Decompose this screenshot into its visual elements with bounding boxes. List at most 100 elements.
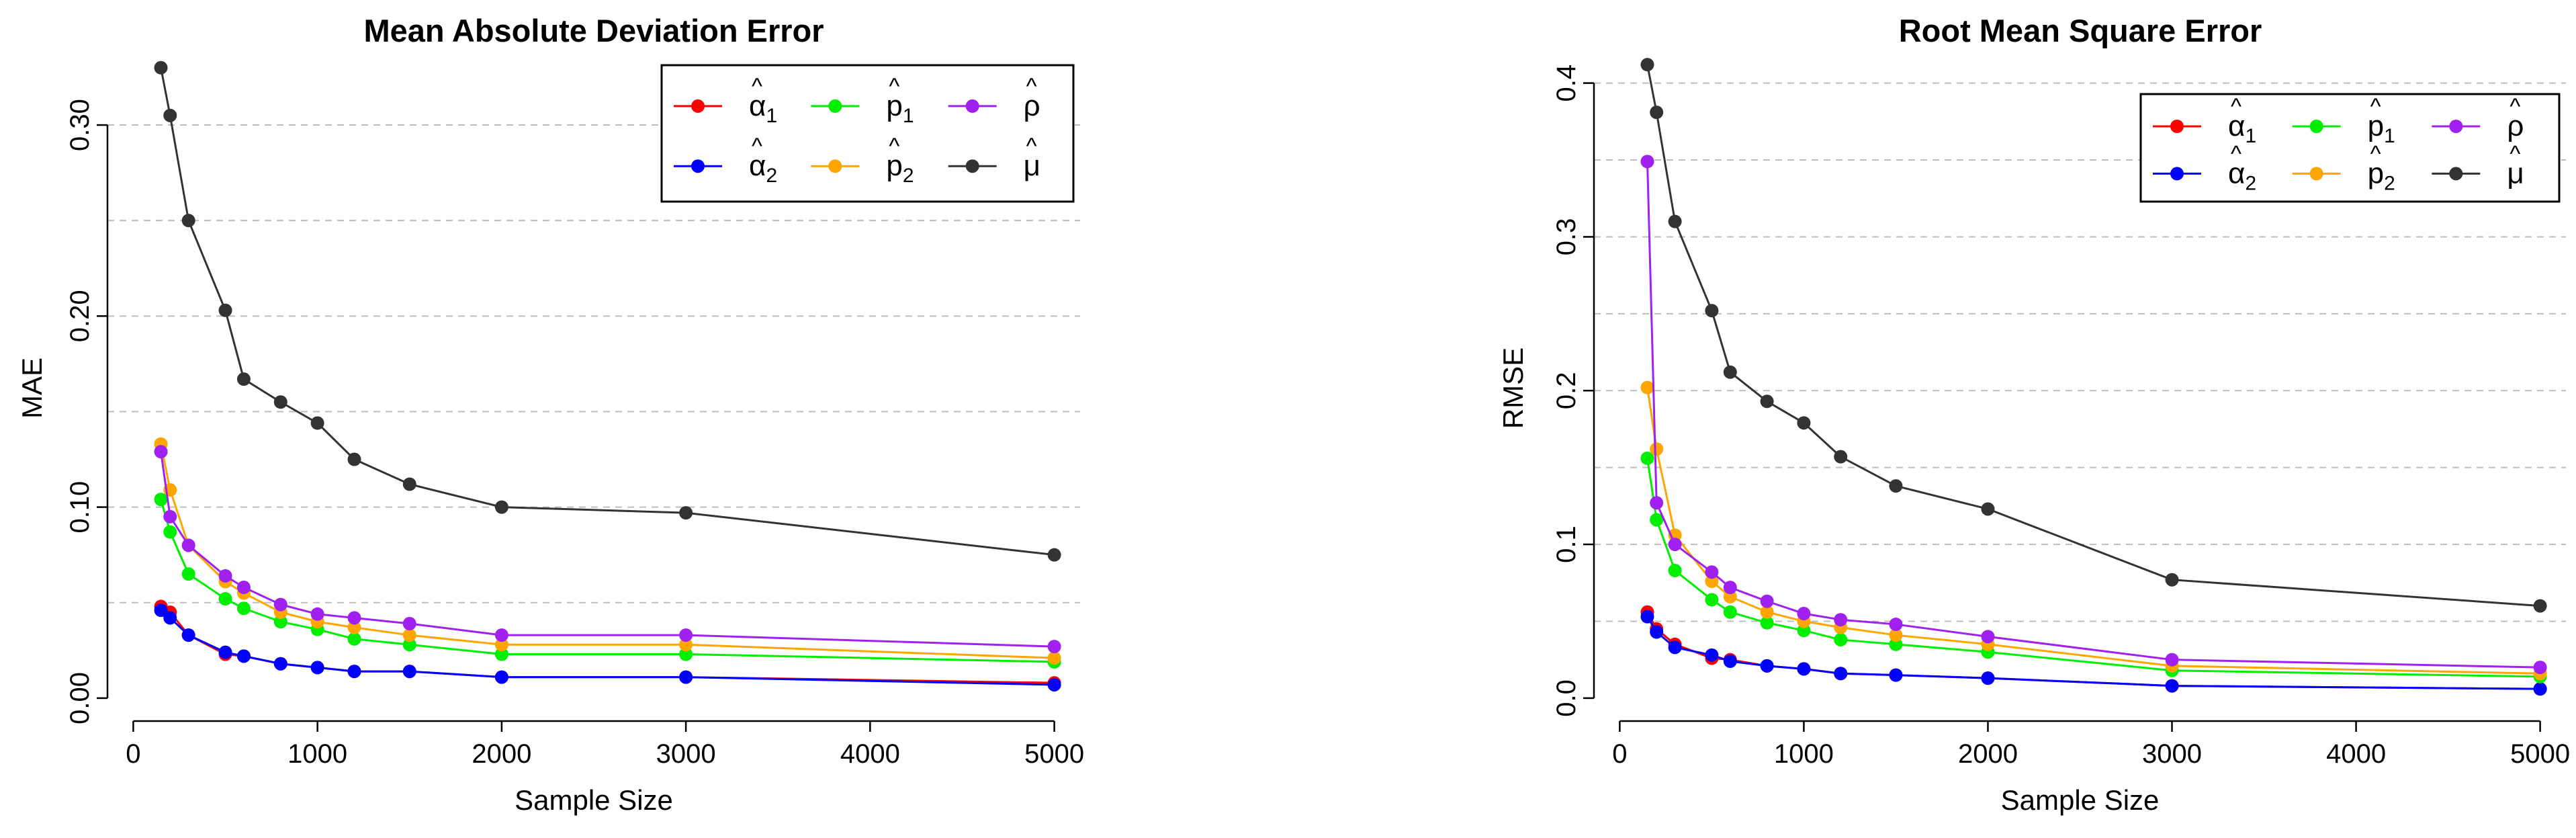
- y-tick-label: 0.0: [1552, 679, 1581, 717]
- point-alpha2: [1834, 667, 1848, 681]
- legend-hat: ^: [752, 134, 762, 159]
- legend-hat: ^: [2510, 94, 2520, 120]
- legend-glyph: α: [749, 89, 766, 122]
- chart-title: Mean Absolute Deviation Error: [363, 13, 824, 48]
- point-mu: [1650, 106, 1664, 120]
- point-alpha2: [273, 657, 287, 671]
- point-rho: [1640, 155, 1654, 169]
- x-tick-label: 0: [126, 739, 140, 769]
- point-mu: [218, 303, 232, 317]
- series-line-rho: [160, 451, 1055, 648]
- x-tick-label: 3000: [2142, 739, 2202, 769]
- point-rho: [1047, 640, 1061, 654]
- legend-point-alpha1: [2170, 120, 2184, 133]
- point-mu: [347, 452, 361, 466]
- x-tick-label: 4000: [2326, 739, 2386, 769]
- point-p1: [1705, 593, 1719, 607]
- point-mu: [2533, 599, 2547, 613]
- legend-hat: ^: [1026, 134, 1037, 159]
- point-p1: [1760, 616, 1774, 630]
- x-tick-label: 0: [1612, 739, 1627, 769]
- point-p1: [1797, 624, 1811, 638]
- y-tick-label: 0.4: [1552, 65, 1581, 102]
- point-alpha2: [1797, 662, 1811, 676]
- point-rho: [1650, 496, 1664, 510]
- legend-point-rho: [965, 99, 979, 113]
- legend-glyph: α: [2228, 110, 2245, 142]
- legend-hat: ^: [2231, 94, 2241, 120]
- point-p2: [1705, 574, 1719, 588]
- legend-point-mu: [2449, 167, 2463, 181]
- series-line-mu: [1646, 64, 2540, 607]
- series-line-alpha2: [160, 609, 1055, 686]
- legend-point-p1: [2309, 120, 2323, 133]
- point-alpha2: [1705, 648, 1719, 662]
- point-p1: [347, 632, 361, 646]
- point-mu: [494, 500, 508, 514]
- legend-point-p2: [2309, 167, 2323, 181]
- legend-label-p2: p2: [2368, 157, 2395, 194]
- point-p1: [402, 638, 416, 652]
- point-mu: [2165, 573, 2179, 587]
- y-tick-label: 0.3: [1552, 218, 1581, 256]
- series-line-mu: [160, 67, 1055, 556]
- legend-subscript: 1: [2245, 125, 2256, 147]
- point-alpha2: [1981, 671, 1995, 685]
- point-alpha2: [494, 670, 508, 684]
- chart-title: Root Mean Square Error: [1899, 13, 2262, 48]
- point-mu: [1723, 365, 1737, 379]
- legend-label-p1: p1: [886, 89, 914, 127]
- y-axis-label: RMSE: [1497, 347, 1529, 429]
- point-p1: [218, 592, 232, 606]
- point-p1: [1640, 451, 1654, 465]
- y-tick-label: 0.1: [1552, 526, 1581, 563]
- point-mu: [402, 477, 416, 491]
- legend-subscript: 2: [903, 165, 914, 187]
- point-alpha2: [154, 603, 168, 618]
- point-alpha2: [181, 628, 195, 642]
- point-p2: [1047, 651, 1061, 665]
- point-alpha2: [1760, 659, 1774, 673]
- legend-glyph: p: [886, 149, 902, 182]
- series-line-rho: [1646, 161, 2540, 669]
- point-alpha2: [2165, 679, 2179, 693]
- point-p2: [1640, 380, 1654, 394]
- series-line-p1: [160, 499, 1055, 663]
- point-alpha2: [1889, 668, 1903, 682]
- point-p2: [1760, 605, 1774, 619]
- point-rho: [163, 509, 177, 523]
- legend-hat: ^: [889, 134, 899, 159]
- legend-point-alpha1: [691, 99, 705, 113]
- series-line-p2: [160, 444, 1055, 659]
- point-alpha2: [1668, 640, 1682, 655]
- mae-panel: 0.00 0.10 0.20 0.30 0 1000 2000 3000 4000 5000 Sam…: [16, 13, 1084, 816]
- point-p2: [679, 638, 693, 652]
- point-mu: [154, 60, 168, 75]
- point-mu: [181, 214, 195, 228]
- point-p1: [236, 601, 251, 616]
- x-tick-label: 5000: [2510, 739, 2570, 769]
- point-mu: [1668, 214, 1682, 228]
- legend-label-mu: μ: [1024, 149, 1040, 182]
- legend-glyph: p: [2368, 157, 2384, 190]
- point-p1: [163, 525, 177, 539]
- point-rho: [494, 628, 508, 642]
- legend-hat: ^: [2510, 141, 2520, 167]
- point-mu: [1047, 548, 1061, 562]
- point-p1: [181, 567, 195, 581]
- x-tick-label: 5000: [1024, 739, 1084, 769]
- rmse-panel: 0.0 0.1 0.2 0.3 0.4 0 1000 2000 3000 4000 5000 Samp…: [1497, 13, 2570, 816]
- legend-glyph: p: [886, 89, 902, 122]
- legend-hat: ^: [2370, 94, 2381, 120]
- point-alpha2: [2533, 682, 2547, 696]
- legend-glyph: ρ: [1024, 89, 1040, 122]
- point-p1: [1650, 513, 1664, 527]
- legend-glyph: α: [749, 149, 766, 182]
- point-rho: [679, 628, 693, 642]
- legend-label-alpha2: α2: [2228, 157, 2256, 194]
- legend-point-alpha2: [691, 159, 705, 173]
- point-mu: [1760, 394, 1774, 409]
- legend-glyph: α: [2228, 157, 2245, 190]
